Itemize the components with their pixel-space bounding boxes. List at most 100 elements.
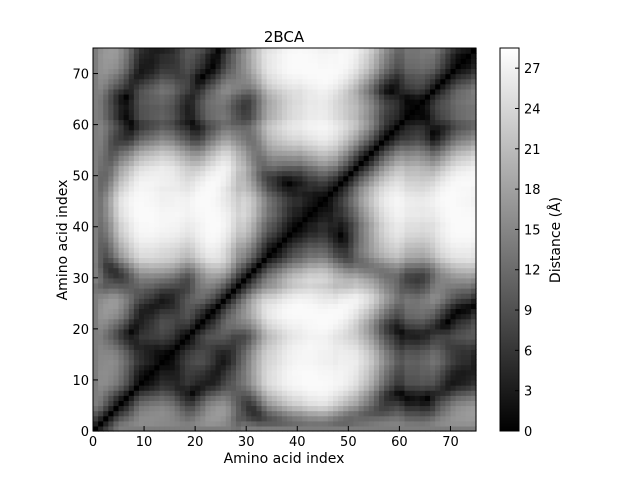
heatmap-cell [353,175,360,182]
heatmap-cell [215,206,222,213]
heatmap-cell [266,333,273,340]
heatmap-cell [435,374,441,381]
heatmap-cell [368,99,375,105]
heatmap-cell [154,206,160,213]
heatmap-cell [184,333,191,340]
heatmap-cell [409,129,416,136]
heatmap-cell [389,385,395,391]
heatmap-cell [445,150,452,156]
heatmap-cell [164,185,171,192]
heatmap-cell [297,282,303,289]
heatmap-cell [210,104,217,110]
heatmap-cell [322,395,329,401]
heatmap-cell [179,405,186,412]
heatmap-cell [312,333,319,340]
heatmap-cell [358,385,365,391]
heatmap-cell [271,303,278,310]
heatmap-cell [394,257,400,264]
heatmap-cell [210,221,217,228]
heatmap-cell [225,313,232,320]
heatmap-cell [190,288,196,294]
heatmap-cell [470,288,477,294]
heatmap-cell [225,308,232,315]
heatmap-cell [220,262,227,269]
heatmap-cell [276,308,283,315]
heatmap-cell [338,145,344,151]
heatmap-cell [368,185,375,192]
heatmap-cell [470,155,477,161]
heatmap-cell [435,390,441,396]
heatmap-cell [281,293,288,299]
heatmap-cell [368,129,375,136]
heatmap-cell [230,272,237,279]
heatmap-cell [404,93,411,100]
heatmap-cell [455,267,462,274]
heatmap-cell [174,410,181,417]
heatmap-cell [159,124,166,131]
heatmap-cell [266,185,273,192]
heatmap-cell [317,359,324,366]
heatmap-cell [138,293,145,299]
heatmap-cell [159,298,166,304]
heatmap-cell [394,242,400,248]
heatmap-cell [322,425,329,432]
heatmap-cell [373,165,380,172]
heatmap-cell [384,139,390,146]
heatmap-cell [445,400,452,407]
heatmap-cell [292,231,298,238]
heatmap-cell [470,226,477,233]
heatmap-cell [302,139,309,146]
heatmap-cell [363,339,370,345]
heatmap-cell [174,170,181,177]
heatmap-cell [281,395,288,401]
heatmap-cell [440,247,446,253]
heatmap-cell [276,99,283,105]
heatmap-cell [179,252,186,258]
heatmap-cell [210,99,217,105]
heatmap-cell [378,93,385,100]
heatmap-cell [230,385,237,391]
heatmap-cell [424,328,431,335]
heatmap-cell [276,160,283,167]
heatmap-cell [435,124,441,131]
heatmap-cell [302,242,309,248]
heatmap-cell [450,226,457,233]
heatmap-cell [93,211,99,218]
heatmap-cell [292,328,298,335]
heatmap-cell [235,405,242,412]
heatmap-cell [220,344,227,350]
heatmap-cell [246,390,252,396]
heatmap-cell [435,114,441,121]
heatmap-cell [184,369,191,376]
heatmap-cell [225,293,232,299]
heatmap-cell [205,145,212,151]
heatmap-cell [169,211,176,218]
heatmap-cell [144,385,150,391]
heatmap-cell [302,252,309,258]
heatmap-cell [399,293,406,299]
heatmap-cell [246,379,252,386]
heatmap-cell [399,160,406,167]
heatmap-cell [256,99,263,105]
heatmap-cell [246,277,252,284]
heatmap-cell [281,206,288,213]
heatmap-cell [373,425,380,432]
heatmap-cell [108,134,115,141]
heatmap-cell [399,298,406,304]
heatmap-cell [118,139,125,146]
heatmap-cell [128,150,135,156]
heatmap-cell [287,313,293,320]
heatmap-cell [103,201,109,207]
heatmap-cell [144,201,150,207]
heatmap-cell [338,211,344,218]
heatmap-cell [445,216,452,223]
heatmap-cell [409,318,416,325]
heatmap-cell [297,124,303,131]
heatmap-cell [241,139,247,146]
heatmap-cell [256,298,263,304]
heatmap-cell [384,150,390,156]
heatmap-cell [414,308,421,315]
heatmap-cell [373,236,380,243]
heatmap-cell [133,88,140,95]
heatmap-cell [251,282,258,289]
